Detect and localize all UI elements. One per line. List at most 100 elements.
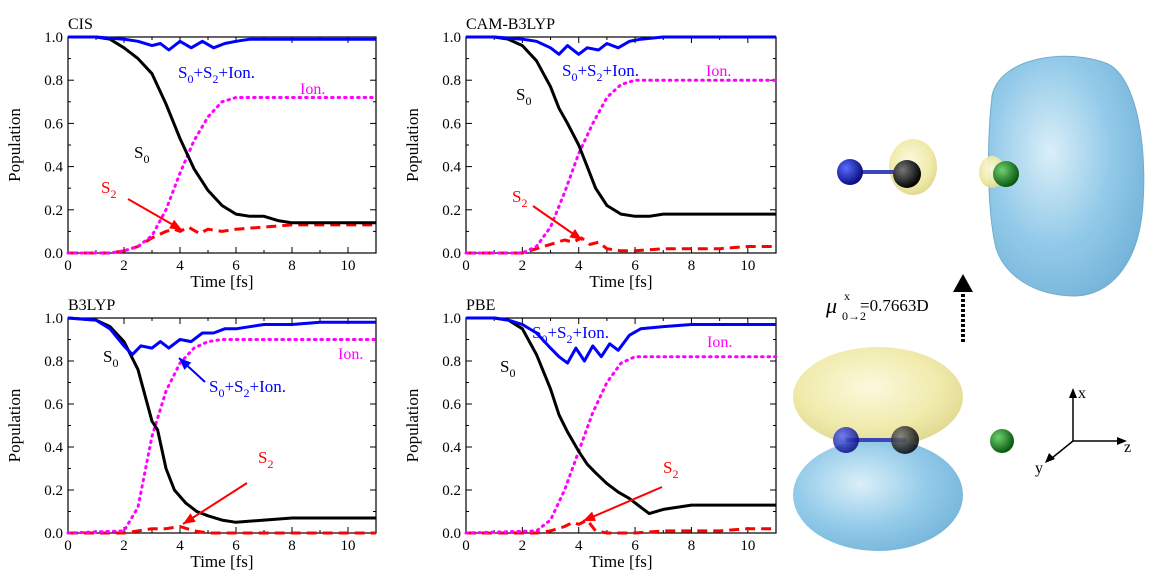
y-tick-label: 1.0 (442, 311, 461, 327)
series-line-s2 (466, 518, 776, 535)
series-line-s0 (466, 316, 776, 516)
x-tick-label: 2 (120, 258, 128, 274)
x-tick-label: 0 (64, 538, 72, 554)
y-tick-label: 0.0 (442, 246, 461, 262)
annotation-arrowhead (569, 229, 582, 240)
chart-panel-3: 0 2 4 6 8 10 0.0 0.2 0.4 0.6 0.8 1.0 B3LYP Time [fs] P… (5, 297, 378, 571)
plot-frame (67, 317, 377, 534)
y-tick-label: 0.4 (44, 440, 63, 456)
label-total: S0+S2+Ion. (209, 377, 286, 400)
y-tick-label: 0.2 (442, 203, 461, 219)
dipole-subscript: 0→2 (842, 309, 866, 323)
x-tick-label: 0 (462, 538, 470, 554)
series-line-ion- (464, 355, 778, 535)
x-tick-label: 0 (64, 258, 72, 274)
x-tick-label: 4 (176, 538, 184, 554)
x-axis-label: Time [fs] (589, 272, 652, 291)
label-s2: S2 (512, 187, 527, 210)
x-tick-label: 4 (176, 258, 184, 274)
bottom-c-atom (891, 426, 919, 454)
bottom-bond (846, 438, 906, 442)
label-ion: Ion. (706, 63, 731, 80)
label-s2: S2 (258, 448, 273, 471)
series-line-ion- (66, 96, 378, 255)
x-axis-label: Time [fs] (589, 552, 652, 571)
chart-title: B3LYP (68, 297, 115, 314)
bottom-n-atom (833, 427, 859, 453)
annotation-arrowhead (583, 511, 596, 521)
series-line-s0 (68, 35, 376, 225)
x-tick-label: 8 (688, 538, 696, 554)
orbital-illustration: μ x 0→2 =0.7663D x z y (793, 55, 1145, 551)
y-axis-label: Population (5, 388, 24, 462)
top-n-atom (837, 159, 863, 185)
chart-panel-4: 0 2 4 6 8 10 0.0 0.2 0.4 0.6 0.8 1.0 PBE Time [fs] Pop… (403, 297, 778, 571)
series-line-ion- (66, 338, 378, 535)
y-tick-label: 1.0 (442, 30, 461, 46)
series-line-s0-s2-ion- (68, 35, 376, 52)
chart-panel-1: 0 2 4 6 8 10 0.0 0.2 0.4 0.6 0.8 1.0 CIS Time [fs] Pop… (5, 16, 378, 291)
y-tick-label: 0.6 (44, 116, 63, 132)
chart-title: CIS (68, 16, 93, 33)
label-total: S0+S2+Ion. (532, 323, 609, 346)
x-axis-label: x (1078, 385, 1086, 402)
y-tick-label: 0.0 (44, 526, 63, 542)
x-tick-label: 0 (462, 258, 470, 274)
chart-title: CAM-B3LYP (466, 16, 555, 33)
y-tick-label: 0.6 (442, 397, 461, 413)
x-tick-label: 6 (232, 258, 240, 274)
annotation-arrowhead (179, 358, 192, 370)
y-axis-label: Population (403, 108, 422, 182)
label-total: S0+S2+Ion. (562, 61, 639, 84)
top-c-atom (893, 160, 921, 188)
series-line-s2 (466, 236, 776, 255)
label-ion: Ion. (338, 346, 363, 363)
z-axis-arrowhead (1117, 437, 1127, 445)
x-tick-label: 2 (519, 538, 527, 554)
label-s2: S2 (101, 178, 116, 201)
annotation-arrow (182, 482, 248, 525)
x-tick-label: 8 (688, 258, 696, 274)
y-tick-label: 0.4 (442, 440, 461, 456)
bottom-yellow-lobe (793, 347, 963, 447)
y-tick-label: 0.0 (442, 526, 461, 542)
y-axis-arrowhead (1045, 453, 1055, 463)
y-axis-label: y (1035, 460, 1043, 477)
bottom-cl-atom (990, 429, 1014, 453)
x-tick-label: 6 (631, 538, 639, 554)
y-tick-label: 0.2 (44, 483, 63, 499)
x-tick-label: 10 (740, 258, 755, 274)
x-tick-label: 6 (232, 538, 240, 554)
x-tick-label: 8 (288, 258, 296, 274)
y-tick-label: 1.0 (44, 311, 63, 327)
label-s0: S0 (134, 143, 149, 166)
y-tick-label: 1.0 (44, 30, 63, 46)
chart-panel-2: 0 2 4 6 8 10 0.0 0.2 0.4 0.6 0.8 1.0 CAM-B3LYP Time [… (403, 16, 778, 291)
y-tick-label: 0.8 (44, 354, 63, 370)
y-tick-label: 0.8 (44, 73, 63, 89)
label-s0: S0 (500, 357, 515, 380)
series-line-s2 (68, 223, 376, 255)
chart-title: PBE (466, 297, 495, 314)
annotation-arrow (582, 486, 663, 522)
series-line-s0-s2-ion- (466, 35, 776, 56)
y-tick-label: 0.4 (442, 160, 461, 176)
y-tick-label: 0.2 (442, 483, 461, 499)
x-axis-label: Time [fs] (190, 272, 253, 291)
top-blue-lobe (988, 55, 1145, 297)
dipole-superscript: x (844, 289, 850, 303)
x-tick-label: 2 (120, 538, 128, 554)
x-tick-label: 4 (575, 538, 583, 554)
series-line-s0 (67, 316, 376, 524)
x-tick-label: 4 (575, 258, 583, 274)
label-total: S0+S2+Ion. (178, 63, 255, 86)
series-line-s0-s2-ion- (67, 316, 376, 357)
top-cl-atom (993, 161, 1019, 187)
y-tick-label: 0.2 (44, 203, 63, 219)
top-bond (850, 170, 910, 174)
bottom-blue-lobe (793, 439, 963, 551)
label-ion: Ion. (300, 81, 325, 98)
y-axis-label: Population (5, 108, 24, 182)
x-axis-arrowhead (1069, 388, 1077, 398)
